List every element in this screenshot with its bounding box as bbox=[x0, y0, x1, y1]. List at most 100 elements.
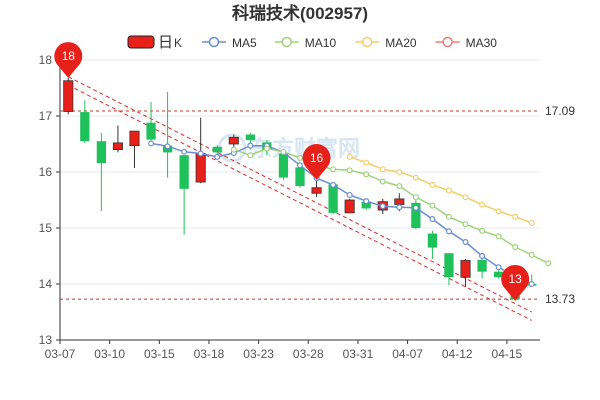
candle-body bbox=[195, 153, 206, 183]
x-tick-label: 03-15 bbox=[144, 347, 175, 361]
price-pin-icon bbox=[501, 265, 530, 301]
point-ma10 bbox=[330, 166, 337, 173]
point-ma5 bbox=[148, 140, 155, 147]
candles bbox=[63, 77, 537, 301]
y-tick-label: 18 bbox=[39, 53, 53, 67]
line-ma5 bbox=[150, 142, 533, 285]
legend: 日 K MA5 MA10 MA20 MA30 bbox=[127, 34, 498, 51]
x-tick-label: 03-28 bbox=[293, 347, 324, 361]
candle-body bbox=[228, 136, 239, 145]
price-pin-icon bbox=[54, 42, 83, 78]
point-ma5 bbox=[330, 181, 337, 188]
candle-body bbox=[477, 259, 487, 272]
point-ma20 bbox=[429, 181, 436, 188]
candle-body bbox=[311, 187, 322, 194]
candle-body bbox=[295, 167, 305, 186]
point-ma5 bbox=[164, 143, 171, 150]
point-ma5 bbox=[363, 198, 370, 205]
point-ma10 bbox=[512, 244, 519, 251]
candle-body bbox=[361, 201, 371, 209]
x-tick-label: 03-31 bbox=[343, 347, 374, 361]
reference-line-label: 13.73 bbox=[545, 292, 575, 306]
point-ma5 bbox=[346, 191, 353, 198]
candle-body bbox=[427, 233, 438, 248]
point-ma20 bbox=[412, 174, 419, 181]
point-ma20 bbox=[379, 166, 386, 173]
candle-body bbox=[460, 260, 471, 278]
point-ma5 bbox=[396, 204, 403, 211]
y-tick-label: 16 bbox=[39, 165, 53, 179]
point-ma10 bbox=[528, 251, 535, 258]
candle-body bbox=[112, 142, 123, 151]
point-ma10 bbox=[462, 221, 469, 228]
point-ma10 bbox=[429, 202, 436, 209]
point-ma10 bbox=[412, 194, 419, 201]
reference-lines: 17.09 13.73 bbox=[60, 104, 575, 306]
price-pin-label: 13 bbox=[508, 272, 522, 286]
point-ma10 bbox=[280, 148, 287, 155]
trend-line-2 bbox=[68, 84, 532, 321]
line-ma20 bbox=[349, 156, 532, 224]
legend-dot-ma20 bbox=[361, 36, 373, 48]
point-ma20 bbox=[363, 159, 370, 166]
point-ma20 bbox=[396, 169, 403, 176]
price-markers: 18 16 13 bbox=[54, 42, 530, 301]
point-ma20 bbox=[479, 201, 486, 208]
candle-body bbox=[278, 153, 289, 178]
point-ma5 bbox=[429, 216, 436, 223]
legend-label-ma20: MA20 bbox=[385, 36, 417, 50]
point-ma10 bbox=[479, 227, 486, 234]
point-ma10 bbox=[379, 178, 386, 185]
candle-body bbox=[212, 146, 222, 153]
y-tick-label: 15 bbox=[39, 221, 53, 235]
point-ma20 bbox=[462, 194, 469, 201]
point-ma20 bbox=[346, 153, 353, 160]
point-ma10 bbox=[545, 260, 552, 267]
legend-dot-ma30 bbox=[442, 36, 453, 48]
candle-body bbox=[80, 112, 90, 142]
candle-body bbox=[129, 130, 140, 147]
point-ma10 bbox=[363, 171, 370, 178]
chart-title: 科瑞技术(002957) bbox=[232, 3, 368, 23]
legend-dot-ma5 bbox=[208, 36, 220, 48]
candle-body bbox=[344, 199, 355, 214]
point-ma20 bbox=[528, 219, 535, 226]
candle-body bbox=[444, 253, 454, 278]
point-ma5 bbox=[181, 148, 188, 155]
y-tick-label: 14 bbox=[39, 277, 53, 291]
point-ma10 bbox=[247, 152, 254, 159]
axes: 13 14 15 16 17 18 03-07 03-10 03-15 03-18 03-23 03-… bbox=[39, 53, 540, 361]
point-ma5 bbox=[247, 142, 254, 149]
legend-label-ma10: MA10 bbox=[305, 36, 337, 50]
candle-body bbox=[146, 122, 156, 140]
candle-body bbox=[411, 202, 421, 228]
point-ma20 bbox=[512, 213, 519, 220]
reference-line-label: 17.09 bbox=[545, 104, 575, 118]
trend-line-1 bbox=[68, 76, 532, 313]
x-tick-label: 03-10 bbox=[94, 347, 125, 361]
point-ma5 bbox=[214, 153, 221, 160]
candle-body bbox=[63, 80, 74, 112]
legend-label-ma30: MA30 bbox=[466, 36, 498, 50]
price-pin-icon bbox=[302, 144, 331, 180]
legend-label-k: K bbox=[174, 36, 182, 50]
x-tick-label: 04-12 bbox=[442, 347, 473, 361]
legend-label-day: 日 bbox=[158, 34, 173, 51]
y-tick-label: 13 bbox=[39, 333, 53, 347]
x-tick-label: 03-07 bbox=[45, 347, 76, 361]
point-ma10 bbox=[230, 146, 237, 153]
x-tick-label: 03-18 bbox=[194, 347, 225, 361]
x-tick-label: 04-07 bbox=[392, 347, 423, 361]
trend-lines bbox=[68, 76, 532, 321]
point-ma5 bbox=[495, 264, 502, 271]
candle-body bbox=[179, 155, 189, 189]
y-tick-label: 17 bbox=[39, 109, 53, 123]
candle-body bbox=[328, 184, 338, 213]
candle-body bbox=[394, 198, 405, 205]
grid bbox=[60, 59, 540, 341]
candle-body bbox=[96, 141, 107, 164]
legend-dot-ma10 bbox=[281, 36, 293, 48]
point-ma10 bbox=[445, 213, 452, 220]
candle-body bbox=[245, 134, 255, 141]
